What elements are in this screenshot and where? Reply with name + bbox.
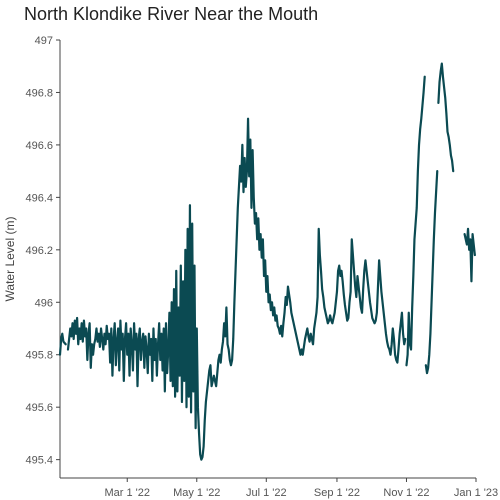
y-axis: 495.4 495.6 495.8 496 496.2 496.4 496.6 496.8 49… bbox=[25, 35, 61, 478]
y-tick-label: 496 bbox=[35, 297, 53, 309]
y-tick-label: 495.4 bbox=[25, 455, 53, 467]
series-line-segment bbox=[463, 227, 476, 283]
x-tick-label: Nov 1 '22 bbox=[383, 487, 429, 499]
x-tick-label: Jul 1 '22 bbox=[246, 487, 287, 499]
y-tick-label: 497 bbox=[35, 35, 53, 47]
y-tick-label: 496.6 bbox=[25, 140, 53, 152]
chart-title: North Klondike River Near the Mouth bbox=[24, 4, 319, 24]
x-tick-label: Sep 1 '22 bbox=[314, 487, 360, 499]
series-line-segment bbox=[66, 117, 407, 461]
y-tick-label: 495.8 bbox=[25, 350, 53, 362]
x-tick-label: Jan 1 '23 bbox=[454, 487, 498, 499]
x-tick-label: Mar 1 '22 bbox=[104, 487, 150, 499]
y-axis-label: Water Level (m) bbox=[3, 217, 17, 302]
series-line-segment bbox=[58, 332, 67, 356]
series-line-segment bbox=[437, 62, 455, 173]
y-tick-label: 495.6 bbox=[25, 402, 53, 414]
series-line-segment bbox=[405, 75, 426, 367]
series-line-segment bbox=[424, 170, 439, 375]
x-tick-label: May 1 '22 bbox=[173, 487, 220, 499]
x-axis: Mar 1 '22 May 1 '22 Jul 1 '22 Sep 1 '22 Nov … bbox=[60, 477, 498, 499]
y-tick-label: 496.2 bbox=[25, 245, 53, 257]
series-layer bbox=[58, 62, 476, 461]
y-tick-label: 496.8 bbox=[25, 87, 53, 99]
y-tick-label: 496.4 bbox=[25, 192, 53, 204]
